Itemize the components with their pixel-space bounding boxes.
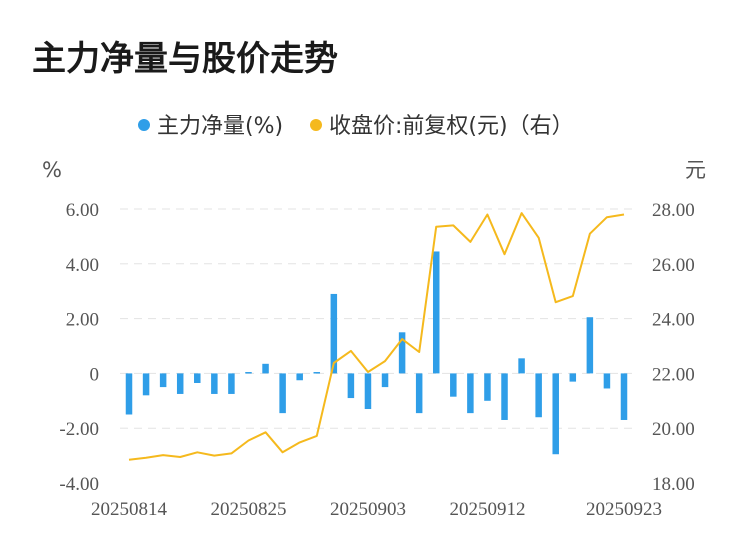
right-tick-label: 28.00 <box>652 200 695 221</box>
net-volume-bar <box>484 373 491 401</box>
right-axis-unit: 元 <box>685 158 706 182</box>
chart-title: 主力净量与股价走势 <box>32 39 338 79</box>
net-volume-bar <box>501 373 508 420</box>
net-volume-bar <box>245 372 252 374</box>
net-volume-bar <box>159 373 167 388</box>
legend-bar-label: 主力净量(%) <box>157 114 283 139</box>
right-tick-label: 22.00 <box>652 364 695 385</box>
right-tick-label: 18.00 <box>652 474 695 495</box>
left-tick-label: -4.00 <box>59 474 99 495</box>
net-volume-bar <box>620 373 628 420</box>
net-volume-bar <box>586 317 594 374</box>
x-tick-label: 20250825 <box>210 499 286 520</box>
left-tick-label: 4.00 <box>66 255 99 276</box>
net-volume-bar <box>569 373 577 382</box>
right-tick-label: 20.00 <box>652 419 695 440</box>
right-tick-label: 24.00 <box>652 310 695 331</box>
legend-line-marker <box>310 119 322 131</box>
net-volume-bar <box>262 363 269 374</box>
close-price-line-layer <box>128 212 625 461</box>
left-axis-unit: % <box>42 158 62 182</box>
x-tick-label: 20250903 <box>330 499 406 520</box>
legend-line-label: 收盘价:前复权(元)（右） <box>329 114 574 139</box>
right-tick-label: 26.00 <box>652 255 695 276</box>
net-volume-bar <box>535 373 542 418</box>
net-volume-bar <box>603 373 611 389</box>
net-volume-bar <box>518 358 525 374</box>
x-tick-label: 20250923 <box>586 499 662 520</box>
net-volume-bar <box>381 373 389 388</box>
net-volume-bar <box>432 251 440 374</box>
left-tick-label: 2.00 <box>66 310 99 331</box>
net-volume-bar <box>467 373 474 414</box>
net-volume-bar <box>296 373 303 381</box>
right-axis-ticks: 28.00 26.00 24.00 22.00 20.00 18.00 <box>652 200 695 495</box>
net-volume-bar <box>279 373 286 414</box>
grid-lines <box>120 208 638 429</box>
legend: 主力净量(%) 收盘价:前复权(元)（右） <box>138 114 574 139</box>
net-volume-bar <box>347 373 355 399</box>
left-axis-ticks: 6.00 4.00 2.00 0 -2.00 -4.00 <box>59 200 99 495</box>
net-volume-bar <box>450 373 457 397</box>
net-volume-bar <box>415 373 423 414</box>
left-tick-label: 6.00 <box>66 200 99 221</box>
net-volume-bar <box>398 332 406 374</box>
net-volume-bar <box>211 373 218 394</box>
net-volume-bar <box>194 373 201 383</box>
left-tick-label: -2.00 <box>59 419 99 440</box>
net-volume-bar <box>125 373 133 415</box>
net-volume-bar <box>364 373 372 410</box>
x-tick-label: 20250912 <box>449 499 525 520</box>
close-price-line <box>128 212 625 461</box>
net-volume-bar <box>330 293 338 374</box>
net-volume-bar <box>228 373 235 394</box>
net-volume-bar <box>313 372 321 374</box>
left-tick-label: 0 <box>90 364 100 385</box>
net-volume-bar <box>142 373 150 396</box>
net-volume-bars <box>125 251 628 455</box>
x-axis-ticks: 20250814 20250825 20250903 20250912 20250923 <box>91 499 662 520</box>
net-volume-bar <box>552 373 559 455</box>
legend-bar-marker <box>138 119 150 131</box>
net-volume-bar <box>176 373 184 394</box>
x-tick-label: 20250814 <box>91 499 168 520</box>
